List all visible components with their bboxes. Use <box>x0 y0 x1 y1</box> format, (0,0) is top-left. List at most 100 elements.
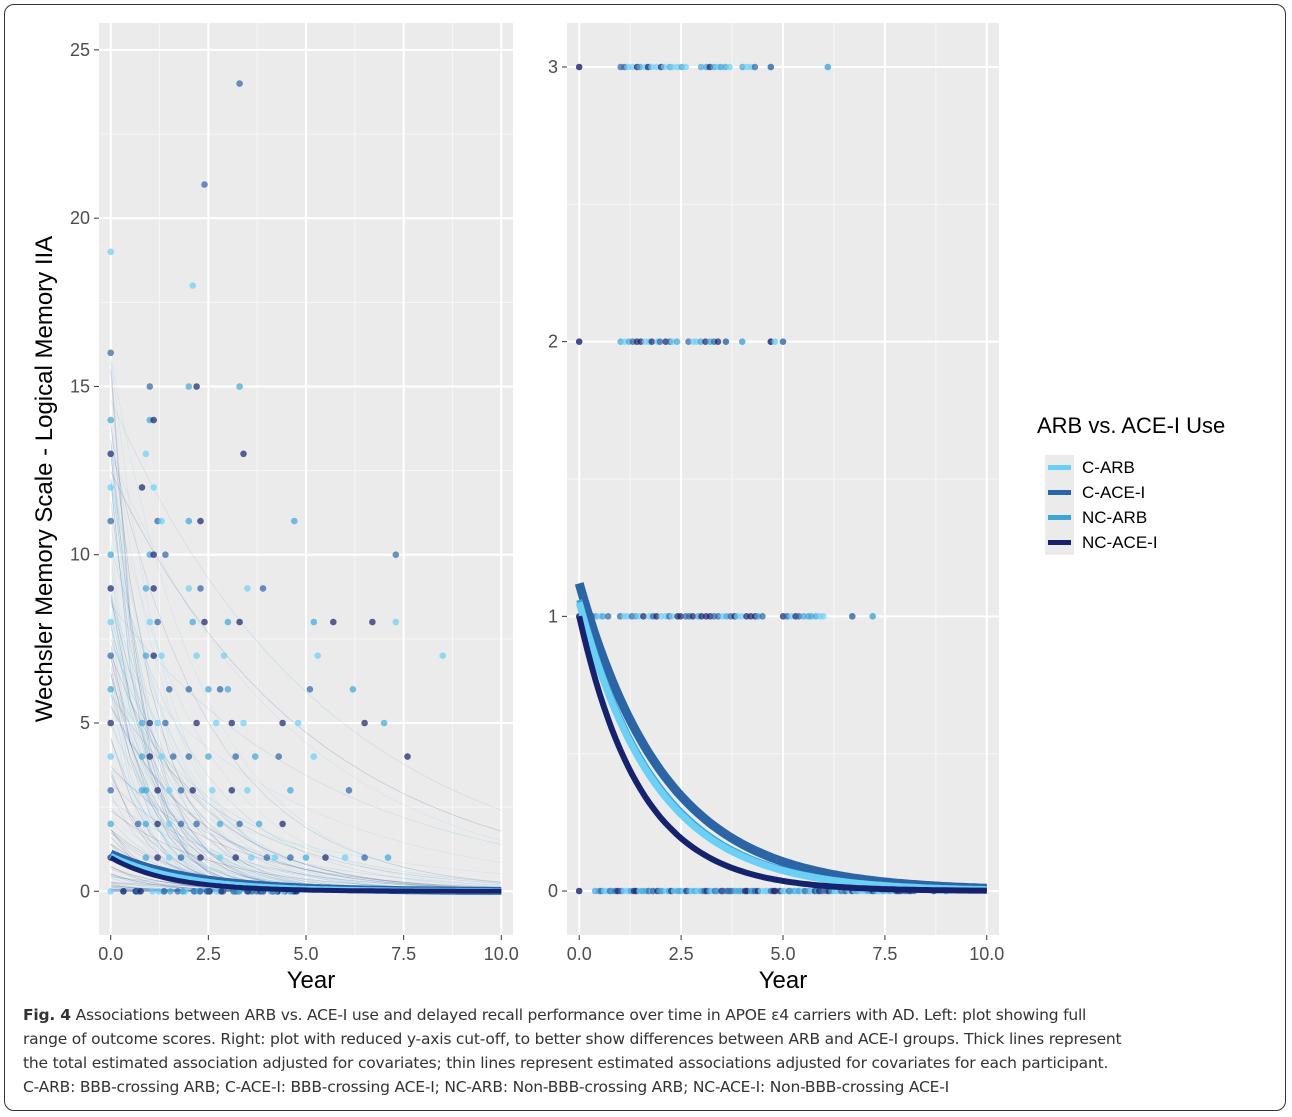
data-point <box>759 613 766 620</box>
data-point <box>384 854 392 861</box>
right-panel: 0.0 2.5 5.0 7.5 10.0 0 1 2 3 Year <box>548 23 1004 994</box>
data-point <box>310 753 318 760</box>
right-fitted-lines <box>574 582 987 894</box>
data-point <box>204 888 212 895</box>
data-point <box>190 888 198 895</box>
data-point <box>279 820 286 828</box>
left-y-tick-label: 0 <box>80 881 90 901</box>
participant-line <box>110 685 502 883</box>
right-x-axis-title: Year <box>759 967 808 994</box>
data-point <box>197 854 204 861</box>
data-point <box>162 719 169 727</box>
data-point <box>213 888 220 895</box>
data-point <box>392 618 400 626</box>
right-x-tick-label: 7.5 <box>872 944 897 964</box>
participant-line <box>110 444 502 883</box>
data-point <box>259 585 267 592</box>
data-point <box>224 686 232 693</box>
data-point <box>189 787 196 794</box>
right-y-tick-label: 0 <box>548 881 558 901</box>
data-point <box>212 719 220 727</box>
left-tick-labels: 0.0 2.5 5.0 7.5 10.0 0 5 10 15 20 25 <box>70 40 519 964</box>
right-y-tick-label: 3 <box>548 57 558 77</box>
data-point <box>306 686 314 693</box>
left-y-tick-label: 10 <box>70 545 90 565</box>
legend-label-c-arb: C-ARB <box>1082 458 1135 477</box>
data-point <box>689 613 697 620</box>
left-x-tick-label: 5.0 <box>293 944 318 964</box>
right-x-tick-label: 10.0 <box>969 944 1004 964</box>
left-y-axis-title: Wechsler Memory Scale - Logical Memory I… <box>31 236 58 722</box>
data-point <box>275 753 283 760</box>
left-x-axis-title: Year <box>287 967 336 994</box>
data-point <box>158 517 165 525</box>
data-point <box>310 618 318 626</box>
caption-text-1: Associations between ARB vs. ACE-I use a… <box>75 1006 1087 1024</box>
participant-line <box>110 654 502 889</box>
data-point <box>698 613 705 620</box>
left-y-tick-label: 5 <box>80 713 90 733</box>
data-point <box>177 787 185 794</box>
data-point <box>682 63 689 71</box>
data-point <box>795 613 803 620</box>
data-point <box>232 753 239 760</box>
participant-line <box>110 454 502 842</box>
participant-line <box>110 705 502 889</box>
data-point <box>150 484 157 491</box>
data-point <box>722 338 730 346</box>
data-point <box>107 888 114 895</box>
data-point <box>107 349 114 357</box>
data-point <box>177 854 185 861</box>
data-point <box>107 416 114 424</box>
data-point <box>604 613 612 620</box>
data-point <box>244 787 251 794</box>
data-point <box>302 854 310 861</box>
data-point <box>439 652 447 659</box>
data-point <box>142 450 150 458</box>
data-point <box>166 686 173 693</box>
data-point <box>232 854 239 861</box>
data-point <box>107 686 114 693</box>
data-point <box>162 551 169 558</box>
data-point <box>142 854 150 861</box>
data-point <box>656 338 664 346</box>
data-point <box>169 753 177 760</box>
left-fitted-lines <box>109 849 502 895</box>
data-point <box>669 338 676 346</box>
data-point <box>369 618 376 626</box>
data-point <box>575 338 583 346</box>
legend-label-nc-arb: NC-ARB <box>1082 508 1147 527</box>
data-point <box>685 338 692 346</box>
data-point <box>228 719 236 727</box>
data-point <box>185 517 193 525</box>
data-point <box>392 551 400 558</box>
data-point <box>807 613 815 620</box>
fit-line-nc-ace-i <box>109 855 502 894</box>
participant-line <box>110 706 502 889</box>
data-point <box>623 613 631 620</box>
data-point <box>772 887 779 895</box>
data-point <box>138 753 146 760</box>
data-point <box>767 63 775 71</box>
data-point <box>107 753 114 760</box>
data-point <box>146 383 154 390</box>
data-point <box>149 888 156 895</box>
data-point <box>228 787 236 794</box>
left-x-tick-label: 0.0 <box>98 944 123 964</box>
caption-line-4: C-ARB: BBB-crossing ARB; C-ACE-I: BBB-cr… <box>23 1078 950 1096</box>
participant-line <box>110 639 502 889</box>
data-point <box>142 652 150 659</box>
left-y-tick-label: 25 <box>70 40 90 60</box>
data-point <box>201 181 208 188</box>
data-point <box>714 338 722 346</box>
participant-line <box>110 799 502 889</box>
participant-line <box>110 546 502 888</box>
data-point <box>166 787 173 794</box>
data-point <box>291 517 298 525</box>
participant-line <box>110 646 502 863</box>
data-point <box>185 686 193 693</box>
data-point <box>193 383 200 390</box>
data-point <box>345 787 353 794</box>
data-point <box>193 652 200 659</box>
